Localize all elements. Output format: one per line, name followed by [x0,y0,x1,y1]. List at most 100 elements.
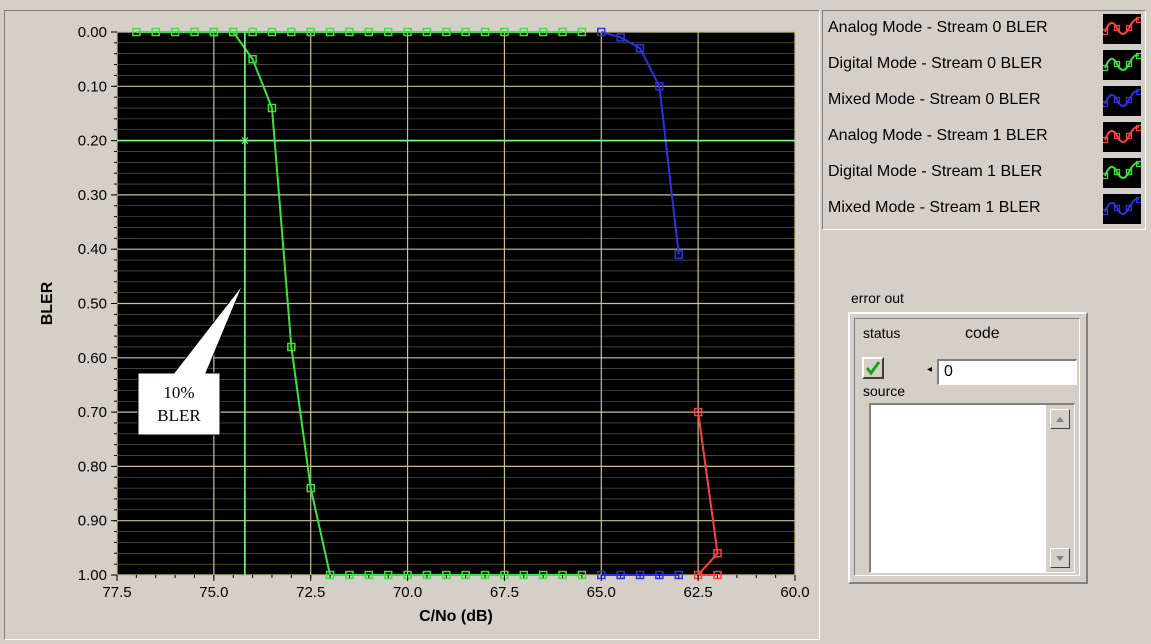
status-label: status [863,325,901,341]
bler-chart-panel: × 77.5 75.0 72.5 70.0 67.5 65.0 62.5 60.0 0.00 0.… [4,10,820,640]
legend-swatch [1101,194,1143,224]
source-scrollbar[interactable] [1046,405,1074,572]
error-out-cluster: error out status code ◂ 0 source [848,288,1088,588]
series-point-4 [442,27,451,37]
x-axis-title: C/No (dB) [419,608,493,625]
series-point-1 [538,570,548,580]
series-point-1 [345,570,354,580]
y-tick-label: 0.20 [78,133,107,150]
code-field[interactable]: 0 [937,359,1077,385]
error-out-title: error out [851,290,904,306]
legend-item[interactable]: Digital Mode - Stream 1 BLER [823,155,1145,191]
x-tick-label: 62.5 [684,584,713,601]
annotation-line-2: BLER [157,406,201,425]
annotation-line-1: 10% [163,383,194,402]
y-tick-label: 0.30 [78,187,107,204]
status-indicator[interactable] [862,357,884,379]
y-tick-label: 1.00 [78,567,107,584]
series-point-5 [655,570,664,580]
series-point-4 [151,27,160,37]
legend-swatch [1101,122,1143,152]
series-point-4 [383,27,393,37]
source-field[interactable] [869,403,1075,573]
cursor[interactable]: × [117,32,795,575]
series-point-1 [248,54,257,64]
series-point-4 [500,27,509,37]
series-point-3 [713,549,722,558]
y-tick-label: 0.60 [78,350,107,367]
series-point-2 [635,44,645,53]
legend-item[interactable]: Analog Mode - Stream 1 BLER [823,119,1145,155]
series-point-3 [713,570,722,580]
series-point-1 [422,570,432,580]
series-point-4 [558,27,567,37]
series-point-4 [403,27,412,37]
y-tick-label: 0.40 [78,241,107,258]
x-tick-label: 65.0 [587,584,616,601]
increment-icon[interactable]: ◂ [927,364,933,375]
code-label: code [965,325,1000,342]
series-point-4 [190,27,199,37]
series-point-4 [306,27,315,37]
series-point-2 [616,33,625,42]
legend-swatch [1101,50,1143,80]
legend-label: Digital Mode - Stream 0 BLER [828,55,1043,72]
x-tick-label: 77.5 [102,584,131,601]
legend-label: Analog Mode - Stream 1 BLER [828,127,1048,144]
series-point-2 [674,250,684,259]
series-point-4 [364,27,374,37]
arrow-down-icon [1056,556,1064,561]
legend-label: Digital Mode - Stream 1 BLER [828,163,1043,180]
legend-swatch [1101,14,1143,44]
series-point-1 [577,570,587,580]
arrow-up-icon [1056,417,1064,422]
series-point-1 [558,570,567,580]
series-point-1 [306,483,315,493]
series-point-5 [674,570,684,580]
series-point-1 [287,342,296,352]
series-point-4 [422,27,432,37]
series-point-4 [538,27,548,37]
y-tick-label: 0.10 [78,78,107,95]
y-tick-label: 0.80 [78,458,107,475]
series-point-1 [519,570,529,580]
y-tick-label: 0.70 [78,404,107,421]
series-layer [132,27,722,580]
series-point-4 [287,27,296,37]
series-point-1 [325,570,335,580]
legend-item[interactable]: Digital Mode - Stream 0 BLER [823,47,1145,83]
legend-item[interactable]: Mixed Mode - Stream 1 BLER [823,191,1145,227]
series-point-4 [519,27,529,37]
series-point-5 [616,570,625,580]
series-point-4 [325,27,335,37]
source-label: source [863,383,906,399]
series-line-3 [695,411,719,576]
legend-swatch [1101,86,1143,116]
series-point-1 [383,570,393,580]
series-point-4 [345,27,354,37]
annotation-callout: 10% BLER [137,284,244,436]
series-point-1 [461,570,470,580]
plot-legend: Analog Mode - Stream 0 BLER Digital Mode … [822,10,1146,230]
x-tick-label: 75.0 [199,584,228,601]
error-cluster-inner: status code ◂ 0 source [854,318,1080,576]
series-point-4 [209,27,219,37]
series-line-2 [601,31,680,255]
x-tick-label: 60.0 [780,584,809,601]
y-axis-title: BLER [39,281,56,325]
legend-item[interactable]: Analog Mode - Stream 0 BLER [823,11,1145,47]
bler-chart: × 77.5 75.0 72.5 70.0 67.5 65.0 62.5 60.0 0.00 0.… [39,24,810,625]
series-point-4 [248,27,257,37]
cursor-marker[interactable]: × [240,134,250,148]
series-point-4 [228,27,238,37]
y-tick-label: 0.00 [78,24,107,41]
series-point-4 [170,27,180,37]
axes: 77.5 75.0 72.5 70.0 67.5 65.0 62.5 60.0 0.00 0.10… [78,24,810,601]
scroll-down-button[interactable] [1050,548,1070,568]
legend-item[interactable]: Mixed Mode - Stream 0 BLER [823,83,1145,119]
scroll-up-button[interactable] [1050,409,1070,429]
x-tick-label: 70.0 [393,584,422,601]
x-tick-label: 67.5 [490,584,519,601]
legend-swatch [1101,158,1143,188]
series-point-4 [461,27,470,37]
